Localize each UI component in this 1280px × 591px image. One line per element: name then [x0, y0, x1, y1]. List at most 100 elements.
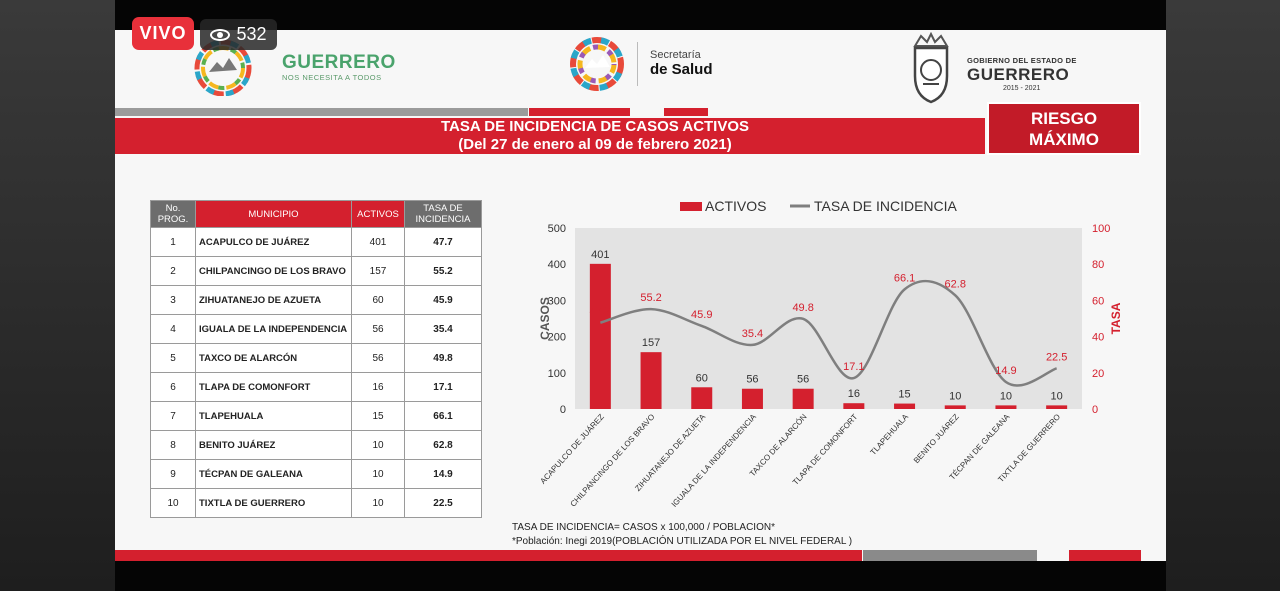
header-divider [637, 42, 638, 86]
x-tick-label: CHILPANCINGO DE LOS BRAVO [569, 412, 657, 508]
table-row: 6 TLAPA DE COMONFORT 16 17.1 [150, 372, 482, 402]
slide: GUERRERO NOS NECESITA A TODOS Secretaría… [115, 30, 1166, 561]
y2-axis-label: TASA [1109, 302, 1123, 334]
cell-municipio: TÉCPAN DE GALEANA [195, 459, 352, 489]
bar [1046, 405, 1068, 409]
bar [691, 387, 713, 409]
y-tick-label: 0 [560, 404, 566, 416]
cell-municipio: CHILPANCINGO DE LOS BRAVO [195, 256, 352, 286]
bar-data-label: 157 [642, 337, 660, 349]
cell-activos: 60 [351, 285, 405, 315]
footer-stripe-gray [863, 550, 1037, 561]
cell-activos: 10 [351, 459, 405, 489]
bar-data-label: 10 [1000, 390, 1012, 402]
header-tasa: TASA DE INCIDENCIA [404, 200, 482, 228]
bar-data-label: 401 [591, 249, 609, 261]
y2-tick-label: 60 [1092, 295, 1104, 307]
gobierno-name: GUERRERO [967, 65, 1070, 84]
decor-stripe-gray [115, 108, 528, 116]
cell-activos: 16 [351, 372, 405, 402]
viewer-count-value: 532 [236, 24, 267, 44]
x-tick-label: BENITO JUÁREZ [912, 412, 961, 465]
bar-data-label: 60 [696, 372, 708, 384]
legend-label-tasa: TASA DE INCIDENCIA [814, 198, 958, 214]
header-no: No. PROG. [150, 200, 196, 228]
cell-municipio: IGUALA DE LA INDEPENDENCIA [195, 314, 352, 344]
cell-no: 2 [150, 256, 196, 286]
table-header-row: No. PROG. MUNICIPIO ACTIVOS TASA DE INCI… [150, 200, 482, 228]
y-tick-label: 500 [548, 223, 566, 235]
y-tick-label: 400 [548, 259, 566, 271]
bar [843, 403, 865, 409]
cell-no: 1 [150, 227, 196, 257]
header-activos: ACTIVOS [351, 200, 405, 228]
gobierno-period: 2015 - 2021 [1003, 85, 1041, 92]
cell-tasa: 62.8 [404, 430, 482, 460]
cell-tasa: 66.1 [404, 401, 482, 431]
guerrero-brand: GUERRERO [282, 52, 396, 73]
y-tick-label: 300 [548, 295, 566, 307]
bar-data-label: 10 [949, 390, 961, 402]
table-row: 10 TIXTLA DE GUERRERO 10 22.5 [150, 488, 482, 518]
right-letterbox [1166, 0, 1280, 591]
legend-label-activos: ACTIVOS [705, 198, 766, 214]
y2-tick-label: 100 [1092, 223, 1110, 235]
cell-tasa: 55.2 [404, 256, 482, 286]
x-tick-label: TLAPEHUALA [869, 412, 911, 457]
eye-icon [210, 28, 231, 41]
cell-tasa: 17.1 [404, 372, 482, 402]
y2-tick-label: 0 [1092, 404, 1098, 416]
table-row: 2 CHILPANCINGO DE LOS BRAVO 157 55.2 [150, 256, 482, 286]
line-data-label: 66.1 [894, 272, 915, 284]
cell-no: 3 [150, 285, 196, 315]
header-municipio: MUNICIPIO [195, 200, 352, 228]
cell-municipio: TAXCO DE ALARCÓN [195, 343, 352, 373]
legend-swatch-activos [680, 202, 702, 211]
bar [640, 352, 662, 409]
guerrero-tagline: NOS NECESITA A TODOS [282, 73, 382, 82]
y-tick-label: 200 [548, 332, 566, 344]
line-data-label: 45.9 [691, 309, 712, 321]
bar-data-label: 56 [746, 374, 758, 386]
risk-badge: RIESGO MÁXIMO [987, 102, 1141, 155]
line-data-label: 22.5 [1046, 351, 1067, 363]
cell-tasa: 14.9 [404, 459, 482, 489]
bar-data-label: 10 [1051, 390, 1063, 402]
line-data-label: 17.1 [843, 361, 864, 373]
risk-line1: RIESGO [1030, 109, 1098, 128]
footer-stripe-red-small [1069, 550, 1141, 561]
gobierno-label: GOBIERNO DEL ESTADO DE [967, 56, 1077, 65]
bar [589, 263, 611, 409]
bar-data-label: 56 [797, 374, 809, 386]
cell-no: 5 [150, 343, 196, 373]
cell-tasa: 22.5 [404, 488, 482, 518]
table-row: 3 ZIHUATANEJO DE AZUETA 60 45.9 [150, 285, 482, 315]
line-data-label: 47.7 [590, 306, 611, 318]
cell-municipio: ACAPULCO DE JUÁREZ [195, 227, 352, 257]
line-data-label: 62.8 [945, 278, 966, 290]
x-tick-label: IGUALA DE LA INDEPENDENCIA [670, 412, 759, 509]
bar [894, 403, 916, 409]
bottom-letterbox [115, 561, 1166, 591]
cell-activos: 56 [351, 314, 405, 344]
salud-logo-icon [570, 37, 624, 91]
cell-municipio: BENITO JUÁREZ [195, 430, 352, 460]
decor-stripe-red [529, 108, 630, 116]
table-row: 1 ACAPULCO DE JUÁREZ 401 47.7 [150, 227, 482, 257]
cell-no: 6 [150, 372, 196, 402]
source-note: *Población: Inegi 2019(POBLACIÓN UTILIZA… [512, 536, 853, 547]
slide-title-line2: (Del 27 de enero al 09 de febrero 2021) [458, 136, 732, 153]
decor-stripe-red-small [664, 108, 708, 116]
bar [995, 405, 1017, 409]
top-letterbox [115, 0, 1166, 30]
cell-municipio: TIXTLA DE GUERRERO [195, 488, 352, 518]
formula-note: TASA DE INCIDENCIA= CASOS x 100,000 / PO… [512, 522, 775, 533]
state-seal-icon [913, 32, 949, 104]
cell-no: 9 [150, 459, 196, 489]
table-row: 7 TLAPEHUALA 15 66.1 [150, 401, 482, 431]
line-data-label: 35.4 [742, 328, 763, 340]
cell-municipio: TLAPEHUALA [195, 401, 352, 431]
cell-tasa: 45.9 [404, 285, 482, 315]
cell-municipio: ZIHUATANEJO DE AZUETA [195, 285, 352, 315]
cell-tasa: 35.4 [404, 314, 482, 344]
